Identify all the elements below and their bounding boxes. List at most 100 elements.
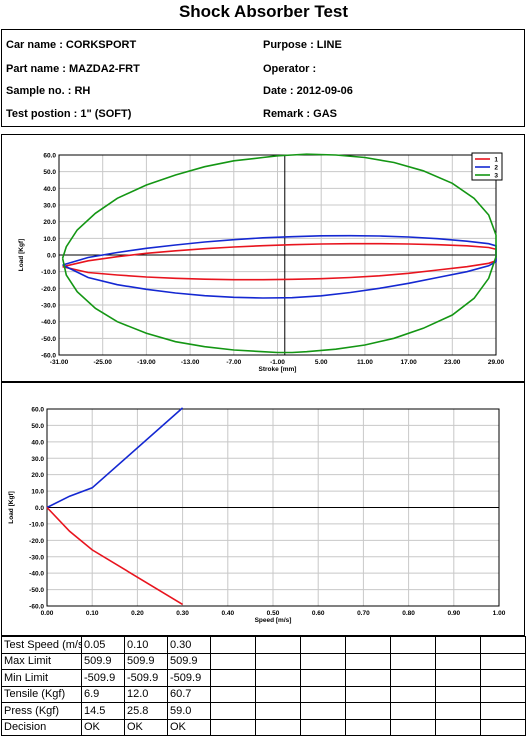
empty-cell	[390, 702, 436, 720]
empty-cell	[210, 718, 256, 736]
stroke-load-chart: -31.00 -25.00 -19.00 -13.00 -7.00 -1.00 5.00 11…	[18, 152, 505, 373]
x-tick-label: 17.00	[400, 359, 417, 366]
table-cell: 0.10	[124, 636, 168, 654]
table-cell: 60.7	[167, 685, 211, 703]
x-tick-label: -7.00	[226, 359, 241, 366]
empty-cell	[435, 702, 481, 720]
speed-load-chart: 0.00 0.10 0.20 0.30 0.40 0.50 0.60 0.70 0.80 0.90…	[8, 407, 506, 625]
table-cell: 509.9	[167, 652, 211, 670]
x-axis-label: Speed [m/s]	[255, 617, 292, 624]
table-cell: OK	[124, 718, 168, 736]
y-tick-label: 10.0	[43, 236, 56, 243]
empty-cell	[255, 718, 301, 736]
row-header-cell: Min Limit	[1, 669, 82, 687]
table-cell: 6.9	[81, 685, 125, 703]
table-cell: -509.9	[124, 669, 168, 687]
results-table: Test Speed (m/s) 0.05 0.10 0.30 Max Limit 509…	[1, 636, 526, 736]
legend-label-3: 3	[494, 173, 498, 180]
empty-cell	[390, 636, 436, 654]
table-cell: 509.9	[81, 652, 125, 670]
table-cell: OK	[167, 718, 211, 736]
test-date: Date : 2012-09-06	[263, 85, 353, 97]
empty-cell	[345, 718, 391, 736]
table-cell: 509.9	[124, 652, 168, 670]
x-tick-label: 0.40	[221, 610, 234, 617]
y-tick-label: -60.0	[29, 604, 44, 611]
stroke-load-chart-panel: -31.00 -25.00 -19.00 -13.00 -7.00 -1.00 5.00 11…	[1, 134, 525, 382]
empty-cell	[390, 669, 436, 687]
legend-label-1: 1	[494, 157, 498, 164]
empty-cell	[480, 718, 526, 736]
y-tick-label: -60.0	[41, 353, 56, 360]
y-tick-label: 20.0	[43, 219, 56, 226]
y-tick-label: 40.0	[31, 439, 44, 446]
table-row: Tensile (Kgf) 6.9 12.0 60.7	[1, 685, 526, 703]
y-tick-label: 30.0	[31, 456, 44, 463]
y-tick-label: 50.0	[31, 423, 44, 430]
test-position: Test postion : 1" (SOFT)	[6, 108, 132, 120]
series-line-1	[46, 407, 184, 509]
y-tick-label: 20.0	[31, 472, 44, 479]
speed-load-chart-panel: 0.00 0.10 0.20 0.30 0.40 0.50 0.60 0.70 0.80 0.90…	[1, 382, 525, 636]
empty-cell	[345, 702, 391, 720]
y-tick-label: -10.0	[41, 269, 56, 276]
y-tick-label: -10.0	[29, 521, 44, 528]
empty-cell	[390, 718, 436, 736]
car-name: Car name : CORKSPORT	[6, 39, 137, 51]
x-axis-label: Stroke [mm]	[259, 366, 297, 373]
remark: Remark : GAS	[263, 108, 337, 120]
empty-cell	[345, 685, 391, 703]
report-title: Shock Absorber Test	[178, 2, 349, 21]
x-tick-label: 0.90	[447, 610, 460, 617]
empty-cell	[390, 652, 436, 670]
x-tick-label: 0.50	[267, 610, 280, 617]
empty-cell	[345, 652, 391, 670]
legend-label-2: 2	[494, 165, 498, 172]
results-table-wrap: Test Speed (m/s) 0.05 0.10 0.30 Max Limit 509…	[1, 636, 526, 736]
empty-cell	[255, 685, 301, 703]
y-tick-label: 40.0	[43, 186, 56, 193]
table-cell: 0.05	[81, 636, 125, 654]
x-tick-label: 1.00	[493, 610, 506, 617]
purpose: Purpose : LINE	[263, 39, 342, 51]
empty-cell	[300, 652, 346, 670]
x-tick-label: 0.60	[312, 610, 325, 617]
y-tick-label: -50.0	[29, 587, 44, 594]
x-tick-label: 11.00	[357, 359, 373, 366]
y-tick-label: -20.0	[41, 286, 56, 293]
table-cell: 12.0	[124, 685, 168, 703]
empty-cell	[210, 636, 256, 654]
empty-cell	[255, 652, 301, 670]
series-line-3	[61, 153, 497, 354]
table-cell: 14.5	[81, 702, 125, 720]
table-cell: -509.9	[81, 669, 125, 687]
y-axis-label: Load [Kgf]	[8, 491, 15, 524]
table-row: Max Limit 509.9 509.9 509.9	[1, 652, 526, 670]
empty-cell	[255, 702, 301, 720]
y-tick-label: 30.0	[43, 203, 56, 210]
series-line-1	[62, 242, 497, 281]
empty-cell	[435, 652, 481, 670]
table-cell: 25.8	[124, 702, 168, 720]
empty-cell	[390, 685, 436, 703]
row-header-cell: Decision	[1, 718, 82, 736]
table-row: Press (Kgf) 14.5 25.8 59.0	[1, 702, 526, 720]
row-header-cell: Test Speed (m/s)	[1, 636, 82, 654]
empty-cell	[300, 685, 346, 703]
empty-cell	[435, 718, 481, 736]
empty-cell	[210, 652, 256, 670]
empty-cell	[210, 669, 256, 687]
y-tick-label: -30.0	[29, 554, 44, 561]
empty-cell	[255, 669, 301, 687]
x-tick-label: 23.00	[444, 359, 461, 366]
y-tick-label: -30.0	[41, 303, 56, 310]
y-tick-label: 60.0	[31, 407, 44, 414]
empty-cell	[210, 702, 256, 720]
x-tick-label: -19.00	[137, 359, 156, 366]
x-tick-label: 29.00	[488, 359, 505, 366]
table-row: Min Limit -509.9 -509.9 -509.9	[1, 669, 526, 687]
operator: Operator :	[263, 63, 317, 75]
x-tick-label: -31.00	[50, 359, 69, 366]
empty-cell	[210, 685, 256, 703]
empty-cell	[480, 652, 526, 670]
